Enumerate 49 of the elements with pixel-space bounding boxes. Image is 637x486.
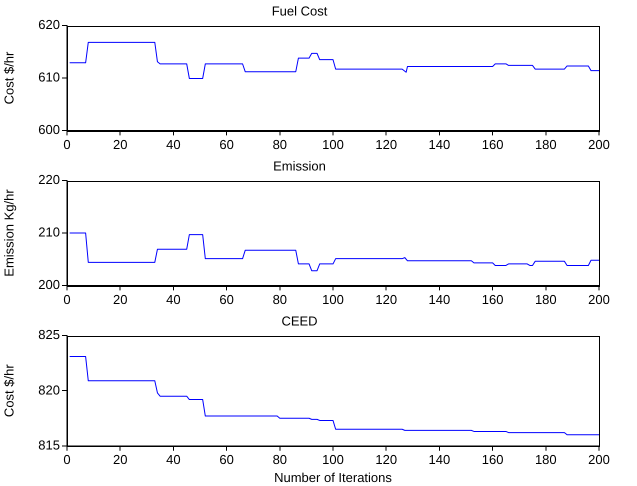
chart-title: CEED — [281, 313, 318, 328]
x-tick-label: 100 — [322, 136, 344, 152]
x-tick-label: 40 — [166, 292, 181, 307]
y-tick-label: 610 — [38, 70, 60, 85]
x-tick-label: 140 — [428, 292, 450, 307]
y-tick-label: 825 — [38, 327, 60, 342]
x-tick-label: 20 — [112, 292, 128, 307]
y-axis-title: Cost $/hr — [1, 50, 16, 104]
y-tick-label: 220 — [38, 172, 60, 188]
x-tick-label: 180 — [534, 292, 557, 307]
x-tick-label: 160 — [482, 136, 504, 152]
x-tick-label: 120 — [375, 452, 398, 468]
y-tick-label: 200 — [38, 276, 60, 292]
x-tick-label: 0 — [63, 452, 71, 468]
x-tick-label: 120 — [375, 292, 398, 307]
x-tick-label: 80 — [272, 136, 288, 152]
x-tick-label: 160 — [482, 292, 504, 307]
x-tick-label: 120 — [375, 136, 398, 152]
y-tick-label: 620 — [38, 17, 60, 32]
chart-title: Emission — [273, 158, 326, 174]
y-tick-label: 600 — [38, 122, 60, 137]
x-tick-label: 100 — [322, 452, 344, 468]
x-tick-label: 100 — [322, 292, 344, 307]
x-tick-label: 140 — [428, 136, 450, 152]
y-axis-title: Emission Kg/hr — [1, 188, 16, 277]
chart-title: Fuel Cost — [272, 3, 328, 18]
x-tick-label: 20 — [112, 136, 128, 152]
x-tick-label: 160 — [482, 452, 504, 468]
x-tick-label: 40 — [166, 452, 181, 468]
y-tick-label: 210 — [38, 224, 60, 240]
x-axis-title: Number of Iterations — [274, 470, 392, 485]
x-tick-label: 140 — [428, 452, 450, 468]
x-tick-label: 0 — [63, 292, 71, 307]
x-tick-label: 80 — [272, 452, 288, 468]
x-tick-label: 200 — [588, 136, 610, 152]
x-tick-label: 200 — [588, 292, 610, 307]
y-axis-title: Cost $/hr — [1, 364, 16, 418]
y-tick-label: 820 — [38, 382, 60, 398]
x-tick-label: 60 — [219, 292, 234, 307]
y-tick-label: 815 — [38, 437, 60, 452]
x-tick-label: 60 — [219, 136, 234, 152]
x-tick-label: 180 — [534, 136, 557, 152]
x-tick-label: 180 — [534, 452, 557, 468]
x-tick-label: 80 — [272, 292, 288, 307]
x-tick-label: 0 — [63, 136, 71, 152]
x-tick-label: 20 — [112, 452, 128, 468]
x-tick-label: 40 — [166, 136, 181, 152]
x-tick-label: 200 — [588, 452, 610, 468]
x-tick-label: 60 — [219, 452, 234, 468]
